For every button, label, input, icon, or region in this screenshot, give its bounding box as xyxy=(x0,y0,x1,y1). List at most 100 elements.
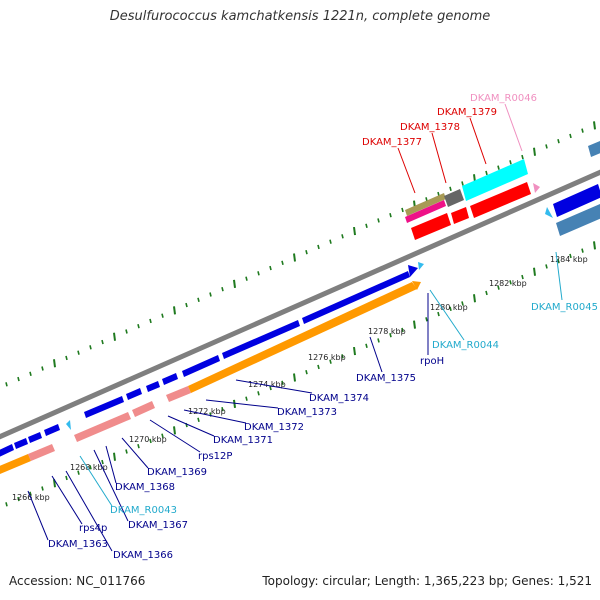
track-tick xyxy=(581,248,584,253)
gene-label[interactable]: rps12P xyxy=(198,451,232,462)
label-leader xyxy=(205,399,279,409)
gene-arrow[interactable] xyxy=(126,388,142,400)
gene-label[interactable]: DKAM_R0045 xyxy=(531,302,598,313)
track-tick xyxy=(125,329,128,334)
track-tick xyxy=(449,306,452,311)
gene-arrow[interactable] xyxy=(28,432,42,443)
track-tick xyxy=(89,465,92,470)
gene-bar-orange-cap[interactable] xyxy=(412,281,421,290)
track-tick xyxy=(293,373,296,382)
track-tick xyxy=(509,280,512,285)
track-tick xyxy=(317,244,320,250)
gene-bar-olive[interactable] xyxy=(405,193,446,216)
gene-arrow[interactable] xyxy=(0,444,14,458)
track-tick xyxy=(377,338,380,343)
trna-marker[interactable] xyxy=(66,420,71,430)
gene-arrow[interactable] xyxy=(14,438,28,449)
track-tick xyxy=(293,253,296,262)
gene-bar-orange[interactable] xyxy=(0,454,31,477)
dotted-track-inner xyxy=(5,241,596,507)
track-tick xyxy=(221,407,224,412)
gene-red-arrow[interactable] xyxy=(451,207,469,224)
track-tick xyxy=(437,311,440,317)
gene-label[interactable]: DKAM_1368 xyxy=(115,482,175,493)
gene-bar-grey[interactable] xyxy=(444,189,464,207)
trna-marker-pink[interactable] xyxy=(533,183,540,193)
gene-label-layer: DKAM_1363 rps4p DKAM_1366 DKAM_R0043 DKAM_13… xyxy=(48,93,598,561)
gene-label[interactable]: DKAM_1379 xyxy=(437,107,497,118)
track-tick xyxy=(353,346,356,356)
gene-steel-top[interactable] xyxy=(588,141,600,157)
label-leader xyxy=(121,437,149,469)
gene-bar-pink[interactable] xyxy=(132,401,155,417)
track-tick xyxy=(509,160,512,165)
track-tick xyxy=(341,234,344,239)
gene-label[interactable]: DKAM_1367 xyxy=(128,520,188,531)
gene-label[interactable]: DKAM_1374 xyxy=(309,393,369,404)
track-tick xyxy=(113,332,116,341)
track-tick xyxy=(41,486,44,491)
gene-arrow[interactable] xyxy=(182,355,220,377)
gene-label[interactable]: DKAM_1373 xyxy=(277,407,337,418)
gene-bar-pink[interactable] xyxy=(166,386,191,402)
gene-arrow[interactable] xyxy=(44,424,60,436)
gene-bar-cyan[interactable] xyxy=(462,159,528,201)
gene-steel-right[interactable] xyxy=(556,204,600,236)
track-tick xyxy=(233,399,236,409)
gene-bar-orange[interactable] xyxy=(188,282,417,393)
gene-label[interactable]: DKAM_1363 xyxy=(48,539,108,550)
gene-label[interactable]: rpoH xyxy=(420,356,444,367)
track-tick xyxy=(389,333,392,338)
gene-blue-right[interactable] xyxy=(553,184,600,217)
cluster-upper-right xyxy=(405,141,600,240)
gene-label[interactable]: DKAM_1366 xyxy=(113,550,173,561)
gene-label[interactable]: DKAM_R0044 xyxy=(432,340,499,351)
trna-marker[interactable] xyxy=(545,207,553,218)
gene-arrow-tip[interactable] xyxy=(408,265,418,277)
gene-bar-magenta[interactable] xyxy=(405,200,446,223)
genome-summary: Topology: circular; Length: 1,365,223 bp… xyxy=(262,574,592,588)
gene-bar-pink[interactable] xyxy=(74,412,131,442)
gene-arrow[interactable] xyxy=(302,271,410,324)
gene-label[interactable]: rps4p xyxy=(79,523,107,534)
gene-label[interactable]: DKAM_1369 xyxy=(147,467,207,478)
trna-marker[interactable] xyxy=(418,262,424,270)
track-tick xyxy=(389,213,392,218)
track-tick xyxy=(29,491,32,496)
track-tick xyxy=(365,223,368,228)
label-leader xyxy=(183,409,247,424)
gene-label[interactable]: DKAM_1378 xyxy=(400,122,460,133)
label-leader xyxy=(65,470,113,552)
gene-red-arrow[interactable] xyxy=(470,182,531,218)
label-leader xyxy=(504,103,523,152)
gene-label[interactable]: DKAM_1372 xyxy=(244,422,304,433)
track-tick xyxy=(233,279,236,289)
track-tick xyxy=(137,324,140,329)
track-tick xyxy=(545,264,548,269)
gene-arrow[interactable] xyxy=(222,320,300,359)
gene-arrow[interactable] xyxy=(84,396,124,418)
track-tick xyxy=(281,260,284,265)
forward-strand-genes xyxy=(0,262,424,458)
track-tick xyxy=(473,294,476,303)
gene-arrow[interactable] xyxy=(162,373,178,385)
gene-arrow[interactable] xyxy=(146,381,160,392)
gene-label[interactable]: DKAM_1371 xyxy=(213,435,273,446)
gene-label[interactable]: DKAM_1375 xyxy=(356,373,416,384)
gene-label[interactable]: DKAM_R0046 xyxy=(470,93,537,104)
track-tick xyxy=(221,287,224,292)
tick-label: 1274 kbp xyxy=(248,380,286,389)
track-tick xyxy=(461,301,464,306)
label-leader xyxy=(555,251,563,301)
gene-label[interactable]: DKAM_R0043 xyxy=(110,505,177,516)
track-tick xyxy=(149,438,152,444)
label-leader xyxy=(369,336,383,373)
label-leader xyxy=(167,415,215,437)
track-tick xyxy=(461,181,464,186)
gene-red-arrow[interactable] xyxy=(411,213,451,240)
gene-bar-pink[interactable] xyxy=(28,444,55,461)
track-tick xyxy=(485,290,488,296)
gene-label[interactable]: DKAM_1377 xyxy=(362,137,422,148)
track-tick xyxy=(569,253,572,259)
